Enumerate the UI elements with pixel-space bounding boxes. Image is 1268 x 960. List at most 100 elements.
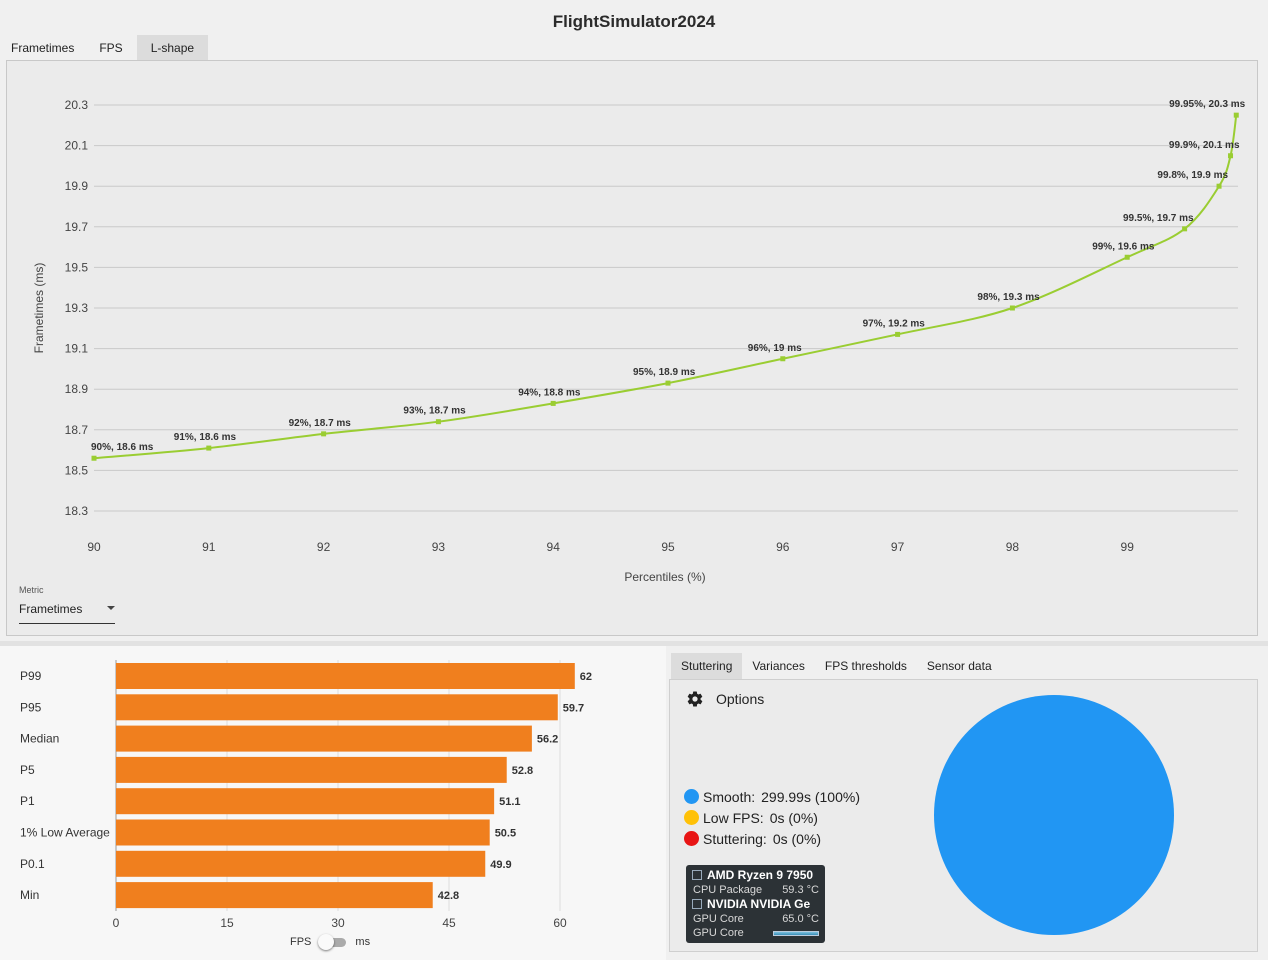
legend-stuttering: Stuttering: 0s (0%)	[684, 828, 860, 849]
chevron-down-icon	[107, 606, 115, 610]
tab-sensor-data[interactable]: Sensor data	[926, 659, 992, 673]
unit-switch[interactable]	[318, 934, 348, 950]
fps-stats-panel: 0 15 30 45 60 P99 62 P95 59.7 Median 56.2 P5 52.8 P1 5…	[0, 646, 666, 960]
bar-category-label: Min	[20, 888, 39, 902]
tab-fps[interactable]: FPS	[99, 41, 123, 55]
osd-gpu-header: NVIDIA NVIDIA Ge	[692, 897, 819, 912]
y-tick-label: 19.3	[65, 301, 89, 315]
data-point	[91, 455, 97, 461]
fps-bar-chart: 0 15 30 45 60 P99 62 P95 59.7 Median 56.2 P5 52.8 P1 5…	[20, 660, 592, 930]
bar-value-label: 62	[580, 671, 592, 683]
tab-stuttering[interactable]: Stuttering	[671, 653, 743, 679]
gear-icon	[687, 691, 703, 707]
data-point	[435, 419, 441, 425]
data-label: 99.9%, 20.1 ms	[1169, 140, 1240, 151]
stuttering-panel: Options Smooth: 299.99s (100%) Low FPS: …	[669, 679, 1258, 952]
bar-value-label: 56.2	[537, 734, 558, 746]
data-label: 99%, 19.6 ms	[1092, 241, 1155, 252]
l-shape-chart: 18.3 18.5 18.7 18.9 19.1 19.3 19.5 19.7 19.9 20.1…	[32, 98, 1246, 584]
data-point	[206, 445, 212, 451]
switch-knob[interactable]	[318, 934, 335, 950]
tab-fps-thresholds[interactable]: FPS thresholds	[824, 659, 907, 673]
frametime-series-line	[93, 115, 1238, 460]
bar-category-label: P95	[20, 700, 42, 714]
osd-cpu-sensor: CPU Package	[693, 883, 763, 896]
osd-cpu-header: AMD Ryzen 9 7950	[692, 868, 819, 883]
x-axis-title: Percentiles (%)	[624, 570, 705, 584]
legend-smooth-label: Smooth:	[703, 788, 756, 805]
hardware-overlay: AMD Ryzen 9 7950 CPU Package 59.3 °C NVI…	[686, 865, 825, 943]
data-point	[665, 380, 671, 386]
y-tick-label: 18.7	[65, 423, 89, 437]
legend-smooth: Smooth: 299.99s (100%)	[684, 786, 860, 807]
x-tick-label: 0	[113, 916, 120, 930]
legend-stuttering-label: Stuttering:	[703, 830, 767, 847]
l-shape-chart-panel: 18.3 18.5 18.7 18.9 19.1 19.3 19.5 19.7 19.9 20.1…	[6, 60, 1258, 636]
bar	[116, 694, 558, 721]
data-point	[1228, 153, 1234, 159]
panel-divider[interactable]	[0, 641, 1268, 646]
bar-value-label: 52.8	[512, 765, 533, 777]
x-tick-label: 96	[776, 540, 790, 554]
osd-gpu-value: 65.0 °C	[782, 912, 819, 925]
x-tick-label: 90	[87, 540, 101, 554]
gpu-load-bar	[773, 931, 819, 936]
data-point	[321, 431, 327, 437]
bar	[116, 850, 486, 877]
metric-label: Metric	[19, 585, 44, 595]
options-button[interactable]: Options	[686, 690, 764, 708]
tab-l-shape[interactable]: L-shape	[136, 35, 209, 60]
legend-low-fps-value: 0s (0%)	[769, 809, 818, 826]
legend-stuttering-value: 0s (0%)	[772, 830, 822, 847]
tab-frametimes[interactable]: Frametimes	[11, 41, 75, 55]
y-axis-title: Frametimes (ms)	[32, 263, 46, 354]
bar	[116, 756, 507, 783]
x-tick-label: 91	[202, 540, 216, 554]
low-fps-dot	[684, 810, 699, 825]
bar	[116, 882, 433, 909]
x-tick-label: 99	[1121, 540, 1135, 554]
data-label: 96%, 19 ms	[748, 343, 802, 354]
smooth-dot	[684, 789, 699, 804]
options-label: Options	[716, 691, 765, 707]
data-point	[1182, 226, 1188, 232]
bar	[116, 725, 532, 752]
bar-category-label: P5	[20, 763, 35, 777]
data-point	[1124, 254, 1130, 260]
osd-gpu-sensor-2: GPU Core	[693, 927, 744, 939]
analysis-tab-bar: Stuttering Variances FPS thresholds Sens…	[671, 653, 1002, 679]
data-point	[550, 400, 556, 406]
unit-toggle-left-label: FPS	[290, 936, 312, 948]
y-tick-label: 19.9	[65, 179, 89, 193]
data-label: 94%, 18.8 ms	[518, 387, 581, 398]
osd-cpu-value: 59.3 °C	[782, 883, 819, 896]
app-title: FlightSimulator2024	[552, 12, 716, 31]
bar	[116, 788, 495, 815]
switch-track	[322, 938, 347, 947]
legend-low-fps-label: Low FPS:	[703, 809, 764, 826]
data-point	[1216, 183, 1222, 189]
data-label: 93%, 18.7 ms	[403, 406, 466, 417]
data-label: 91%, 18.6 ms	[174, 432, 237, 443]
x-tick-label: 45	[442, 916, 456, 930]
tab-variances[interactable]: Variances	[752, 659, 805, 673]
unit-toggle-right-label: ms	[355, 936, 371, 948]
stutter-pie-chart	[934, 695, 1174, 935]
bar-category-label: Median	[20, 732, 59, 746]
metric-dropdown[interactable]: Frametimes	[19, 600, 115, 624]
data-label: 90%, 18.6 ms	[91, 442, 154, 453]
x-tick-label: 93	[432, 540, 446, 554]
osd-gpu-sensor-1: GPU Core	[693, 912, 744, 925]
data-label: 98%, 19.3 ms	[977, 292, 1040, 303]
data-label: 99.5%, 19.7 ms	[1123, 213, 1194, 224]
x-tick-label: 15	[220, 916, 234, 930]
bar-category-label: P0.1	[20, 857, 45, 871]
osd-gpu-row-1: GPU Core 65.0 °C	[692, 912, 819, 927]
bar-value-label: 51.1	[499, 796, 520, 808]
data-point	[1233, 112, 1239, 118]
x-tick-label: 98	[1006, 540, 1020, 554]
data-point	[780, 356, 786, 362]
data-point	[895, 331, 901, 337]
bar-category-label: P1	[20, 794, 35, 808]
y-tick-label: 19.5	[65, 260, 89, 274]
